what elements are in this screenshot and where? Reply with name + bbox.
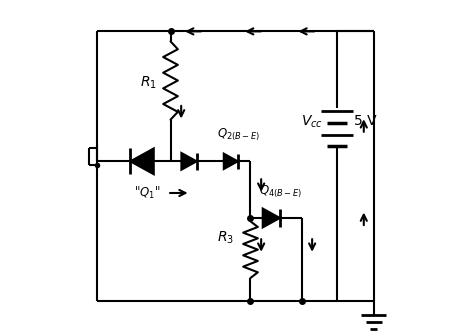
Text: $R_3$: $R_3$	[217, 230, 234, 246]
Polygon shape	[181, 153, 196, 170]
Text: "$Q_1$": "$Q_1$"	[134, 185, 160, 201]
Text: $Q_{4(B-E)}$: $Q_{4(B-E)}$	[259, 183, 302, 200]
Text: $V_{cc}$: $V_{cc}$	[301, 113, 323, 130]
Polygon shape	[130, 149, 154, 174]
Text: $R_1$: $R_1$	[141, 75, 157, 91]
Text: 5 V: 5 V	[354, 114, 377, 128]
Text: $Q_{2(B-E)}$: $Q_{2(B-E)}$	[217, 127, 260, 143]
Polygon shape	[263, 209, 280, 227]
Polygon shape	[224, 154, 238, 169]
